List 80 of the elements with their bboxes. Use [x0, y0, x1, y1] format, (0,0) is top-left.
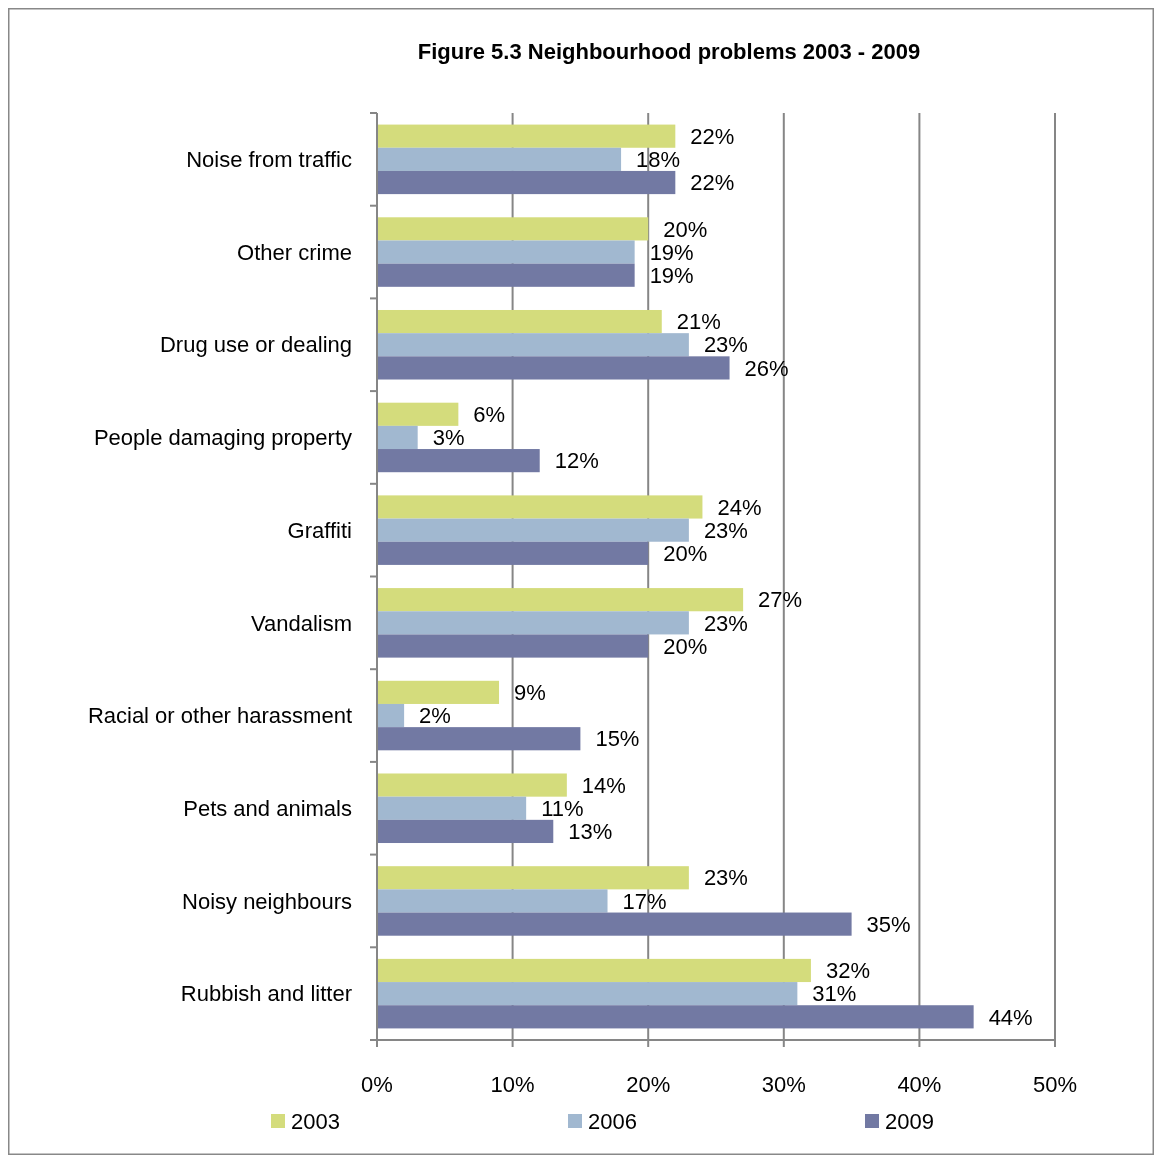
x-tick-label: 30% — [761, 1072, 806, 1097]
y-tick-label: People damaging property — [93, 425, 352, 451]
data-label: 2% — [419, 703, 451, 729]
data-label: 19% — [649, 262, 694, 288]
bar — [377, 773, 567, 797]
data-label: 27% — [758, 587, 803, 613]
data-label: 17% — [622, 888, 667, 914]
bar — [377, 217, 649, 241]
bar — [377, 819, 554, 844]
bar — [377, 263, 635, 287]
x-tick-label: 10% — [490, 1072, 535, 1097]
bar — [377, 588, 744, 612]
bar — [377, 796, 527, 820]
legend-label: 2003 — [291, 1108, 340, 1134]
bar — [377, 402, 459, 426]
bar — [377, 518, 689, 542]
bar — [377, 333, 689, 357]
data-label: 9% — [514, 680, 546, 706]
data-label: 23% — [703, 610, 748, 636]
data-label: 35% — [866, 911, 911, 937]
y-tick-label: Noise from traffic — [186, 147, 352, 173]
data-label: 12% — [554, 448, 599, 474]
data-label: 31% — [812, 981, 857, 1007]
bar — [377, 124, 676, 148]
data-label: 23% — [703, 517, 748, 543]
data-label: 13% — [568, 819, 613, 845]
bar — [377, 356, 730, 380]
data-label: 11% — [541, 795, 584, 821]
data-label: 6% — [473, 401, 506, 427]
bar — [377, 425, 418, 450]
data-label: 15% — [595, 726, 640, 752]
bar — [377, 912, 852, 936]
data-label: 21% — [676, 309, 721, 335]
data-label: 24% — [717, 494, 762, 520]
y-tick-label: Other crime — [237, 239, 352, 265]
y-tick-label: Vandalism — [250, 610, 352, 636]
bar — [377, 309, 662, 334]
y-tick-label: Rubbish and litter — [180, 981, 352, 1007]
data-label: 20% — [663, 541, 708, 567]
data-label: 19% — [649, 239, 694, 265]
data-label: 23% — [703, 332, 748, 358]
legend-label: 2006 — [588, 1108, 637, 1134]
x-tick-label: 40% — [897, 1072, 942, 1097]
bar — [377, 889, 608, 913]
bar — [377, 680, 500, 704]
data-label: 18% — [636, 147, 681, 173]
data-label: 32% — [825, 958, 870, 984]
bar — [377, 866, 689, 890]
y-tick-label: Graffiti — [287, 517, 352, 543]
data-label: 26% — [744, 355, 789, 381]
bar — [377, 1005, 974, 1029]
data-label: 22% — [690, 170, 735, 196]
y-tick-label: Drug use or dealing — [159, 332, 352, 358]
x-tick-label: 50% — [1032, 1072, 1078, 1097]
y-tick-label: Racial or other harassment — [87, 703, 352, 729]
data-label: 23% — [703, 865, 748, 891]
data-label: 14% — [581, 772, 626, 798]
y-tick-label: Noisy neighbours — [182, 888, 352, 914]
bar — [377, 958, 811, 983]
bar — [377, 170, 676, 195]
x-tick-label: 0% — [361, 1072, 393, 1097]
bar — [377, 634, 649, 658]
bar — [377, 727, 581, 751]
legend-label: 2009 — [885, 1108, 934, 1134]
y-tick-label: Pets and animals — [183, 795, 352, 821]
bar — [377, 541, 649, 565]
data-label: 22% — [690, 123, 735, 149]
data-label: 3% — [432, 425, 465, 451]
data-label: 44% — [988, 1004, 1033, 1030]
chart-title: Figure 5.3 Neighbourhood problems 2003 - 2009 — [417, 39, 921, 64]
x-tick-label: 20% — [626, 1072, 671, 1097]
bar — [377, 449, 540, 473]
bar — [377, 703, 405, 728]
bar — [377, 147, 622, 171]
bar — [377, 495, 703, 519]
bar — [377, 611, 689, 635]
data-label: 20% — [663, 633, 708, 659]
bar — [377, 982, 798, 1006]
data-label: 20% — [663, 216, 708, 242]
bar — [377, 240, 635, 264]
